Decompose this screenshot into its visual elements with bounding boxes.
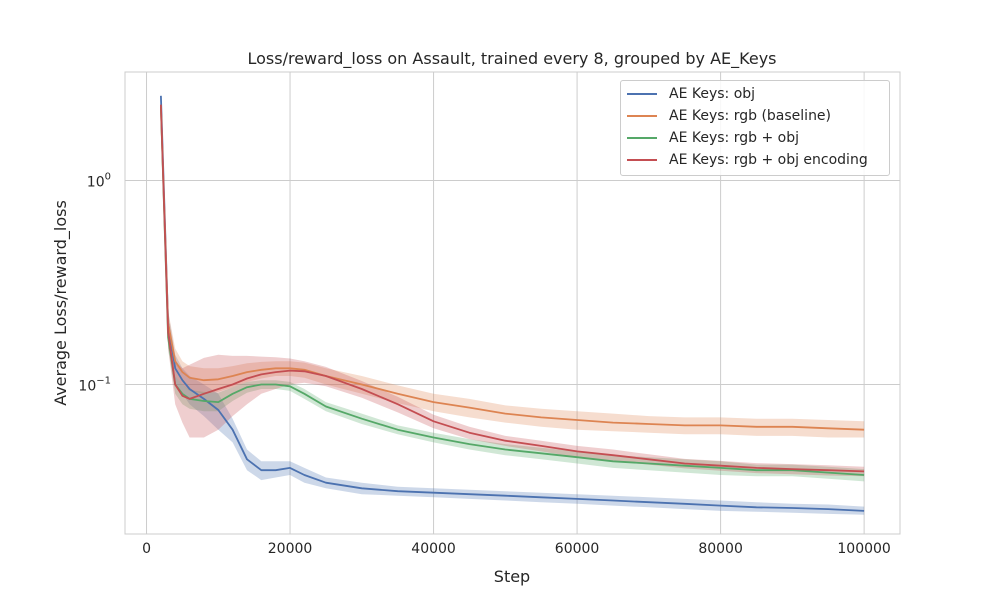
chart-title: Loss/reward_loss on Assault, trained eve… [248,49,777,69]
x-tick-label: 20000 [268,541,313,557]
confidence-band [160,101,865,477]
x-tick-label: 100000 [837,541,890,557]
confidence-bands [160,92,865,515]
x-tick-label: 80000 [698,541,743,557]
series-lines [160,95,865,512]
legend-item: AE Keys: rgb + obj [621,127,891,149]
tick-labels: 0 20000 40000 60000 80000 100000 10−1 100 [78,171,890,557]
legend-item: AE Keys: rgb (baseline) [621,105,891,127]
legend-label: AE Keys: obj [669,86,756,102]
x-axis-label: Step [494,567,530,586]
series-line [160,104,865,473]
y-tick-label: 100 [87,171,111,190]
legend-item: AE Keys: rgb + obj encoding [621,149,891,171]
legend: AE Keys: obj AE Keys: rgb (baseline) AE … [620,80,890,176]
legend-label: AE Keys: rgb + obj [669,130,799,146]
legend-item: AE Keys: obj [621,83,891,105]
x-tick-label: 0 [142,541,151,557]
legend-label: AE Keys: rgb (baseline) [669,108,832,124]
legend-swatch [627,115,657,117]
x-tick-label: 40000 [411,541,456,557]
legend-label: AE Keys: rgb + obj encoding [669,152,868,168]
series-line [160,106,865,431]
x-tick-label: 60000 [555,541,600,557]
legend-swatch [627,137,657,139]
y-axis-label: Average Loss/reward_loss [51,200,71,406]
legend-swatch [627,93,657,95]
series-line [160,106,865,476]
legend-swatch [627,159,657,161]
y-tick-label: 10−1 [78,375,111,394]
